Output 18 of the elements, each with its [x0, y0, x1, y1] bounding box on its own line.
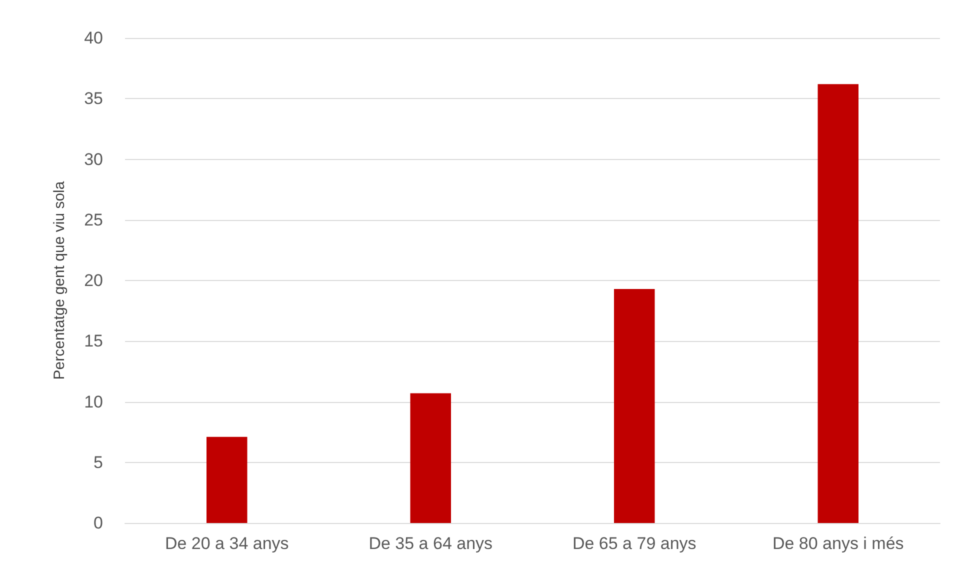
x-tick-label: De 35 a 64 anys: [368, 534, 493, 553]
y-axis-title: Percentatge gent que viu sola: [51, 180, 68, 380]
bar: [614, 288, 655, 523]
x-tick-label: De 20 a 34 anys: [164, 534, 289, 553]
bar: [410, 393, 451, 523]
y-tick-label: 40: [84, 28, 103, 48]
x-tick-label: De 65 a 79 anys: [572, 534, 696, 553]
y-tick-label: 10: [84, 392, 103, 412]
y-tick-label: 0: [94, 514, 103, 532]
x-tick-label: De 80 anys i més: [772, 534, 904, 553]
y-tick-label: 15: [84, 332, 103, 351]
y-tick-label: 35: [84, 89, 103, 108]
y-tick-label: 30: [84, 150, 103, 169]
bar: [818, 84, 858, 523]
bar: [206, 436, 248, 523]
y-tick-label: 20: [84, 271, 103, 290]
y-tick-label: 5: [94, 452, 103, 472]
y-tick-label: 25: [84, 210, 103, 230]
